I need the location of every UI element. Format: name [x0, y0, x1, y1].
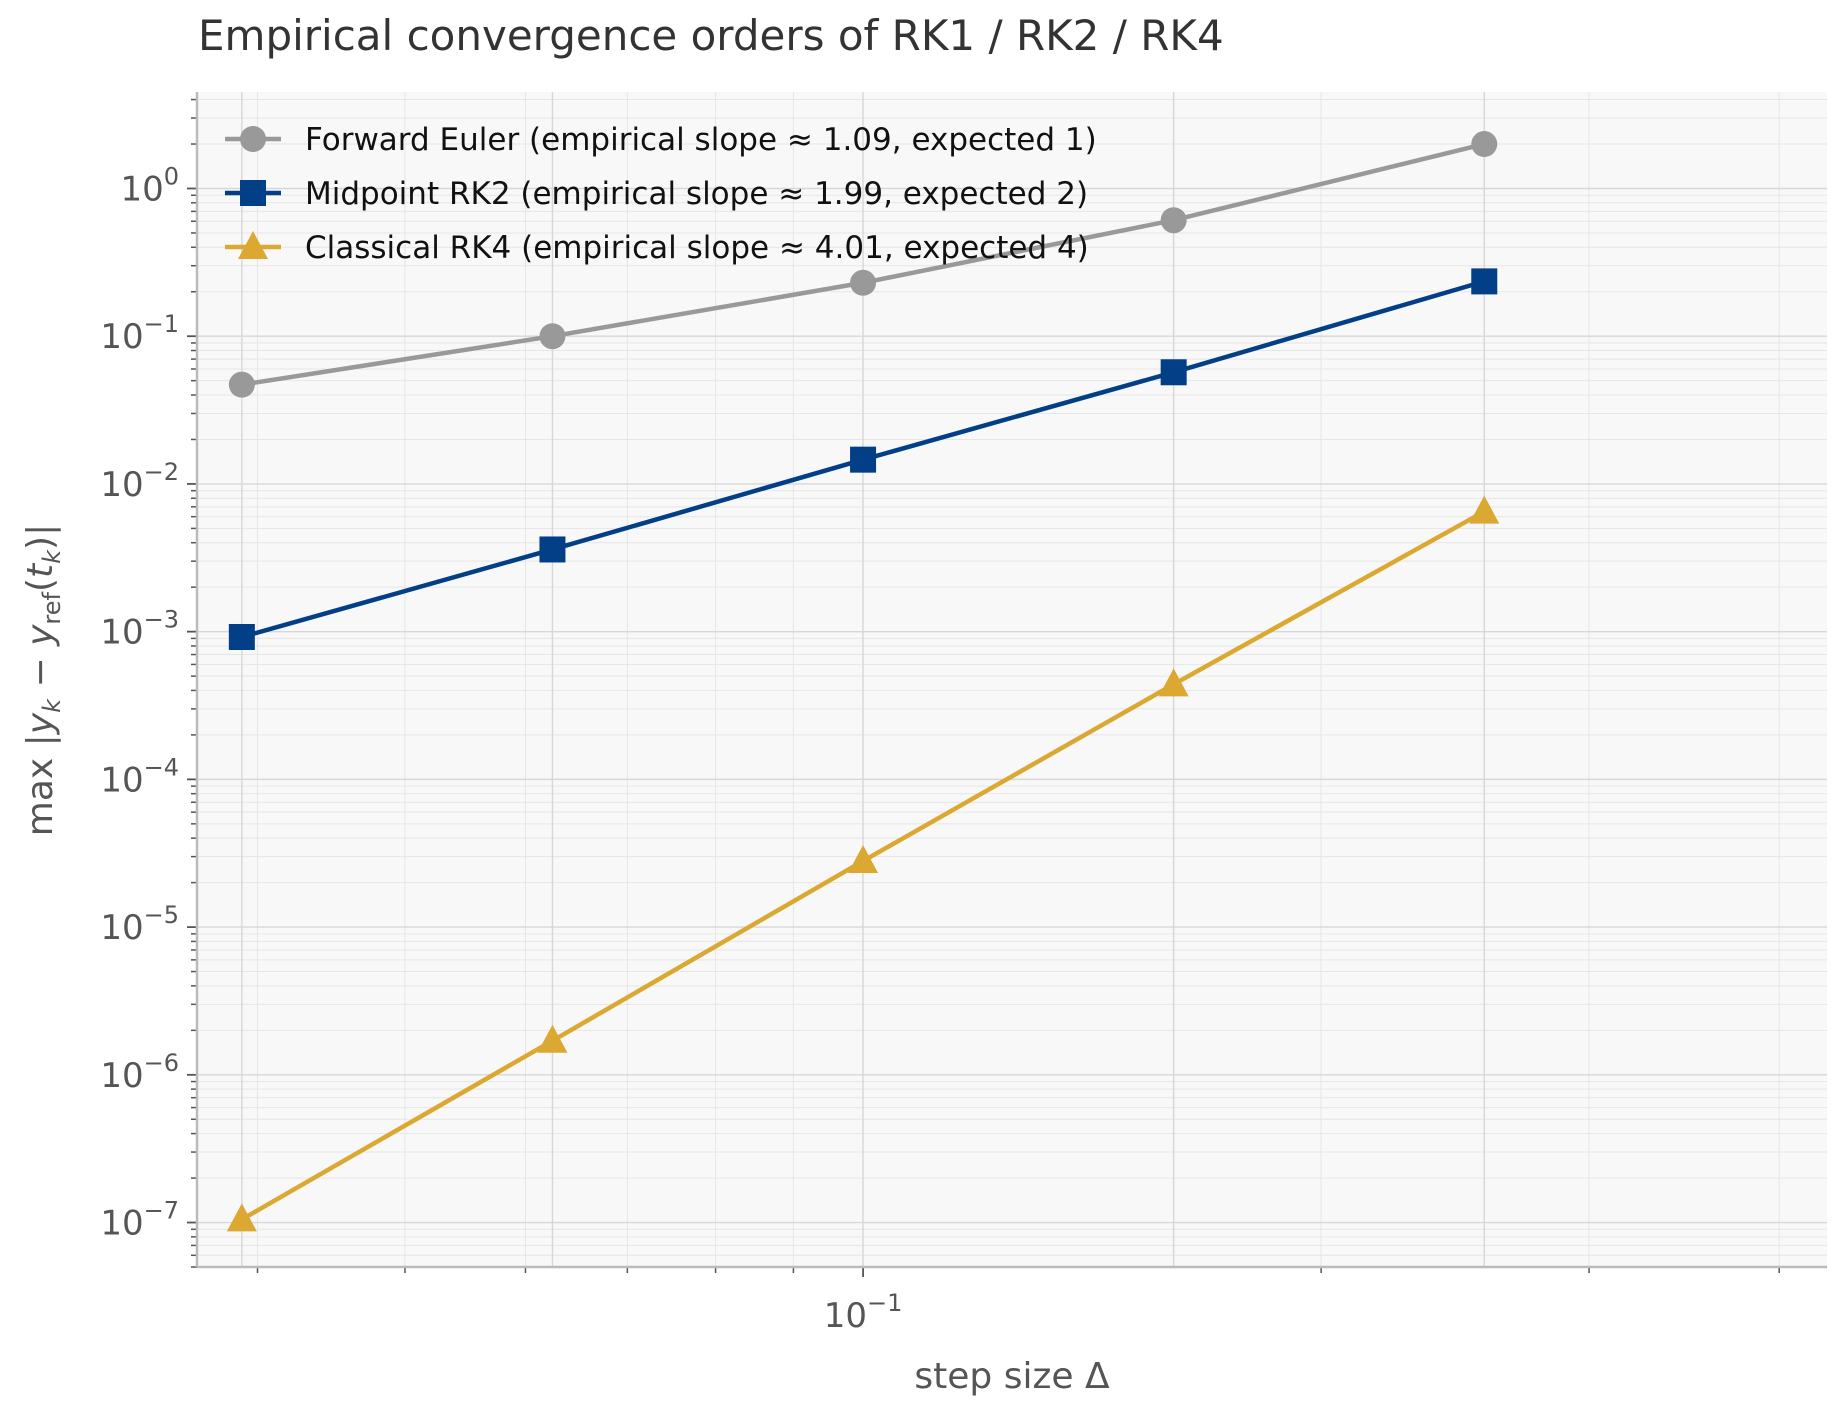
data-point-triangle: [1469, 495, 1500, 524]
data-point-square: [228, 624, 255, 651]
chart-title: Empirical convergence orders of RK1 / RK…: [198, 11, 1224, 60]
y-tick-label: 10−6: [100, 1049, 179, 1096]
y-tick-label: 10−3: [100, 606, 179, 653]
legend-marker-square: [240, 180, 266, 206]
legend-marker-triangle: [238, 231, 268, 259]
axes: 100 10−1 10−2 10−3 10−4 10−5 10−6 10−7 10−1: [100, 92, 1827, 1336]
series-layer: [226, 131, 1500, 1232]
data-point-triangle: [848, 845, 879, 874]
y-axis-label: max |yk − yref(tk)|: [20, 524, 66, 836]
data-point-triangle: [226, 1203, 257, 1232]
x-axis-label: step size Δ: [914, 1356, 1110, 1397]
series-triangle: [226, 495, 1500, 1232]
legend: Forward Euler (empirical slope ≈ 1.09, e…: [225, 122, 1097, 266]
plot-area: [197, 92, 1827, 1267]
data-point-circle: [228, 371, 255, 398]
data-point-triangle: [1158, 668, 1189, 697]
data-point-triangle: [537, 1024, 568, 1053]
legend-marker-circle: [240, 126, 266, 152]
legend-label: Forward Euler (empirical slope ≈ 1.09, e…: [305, 122, 1097, 158]
legend-label: Midpoint RK2 (empirical slope ≈ 1.99, ex…: [305, 176, 1088, 212]
y-tick-label: 10−2: [100, 458, 179, 505]
data-point-circle: [1160, 207, 1187, 234]
data-point-circle: [850, 269, 877, 296]
data-point-circle: [539, 323, 566, 350]
x-tick-label: 10−1: [824, 1289, 903, 1336]
data-point-square: [850, 446, 877, 473]
y-tick-label: 10−4: [100, 753, 179, 800]
data-point-square: [1160, 359, 1187, 386]
data-point-square: [539, 536, 566, 563]
y-tick-label: 10−1: [100, 310, 179, 357]
series-square: [228, 268, 1498, 651]
series-circle: [228, 131, 1498, 398]
y-tick-label: 10−7: [100, 1197, 179, 1244]
data-point-circle: [1471, 131, 1498, 158]
legend-label: Classical RK4 (empirical slope ≈ 4.01, e…: [305, 230, 1089, 266]
y-tick-label: 100: [120, 162, 179, 209]
y-tick-label: 10−5: [100, 901, 179, 948]
data-point-square: [1471, 268, 1498, 295]
